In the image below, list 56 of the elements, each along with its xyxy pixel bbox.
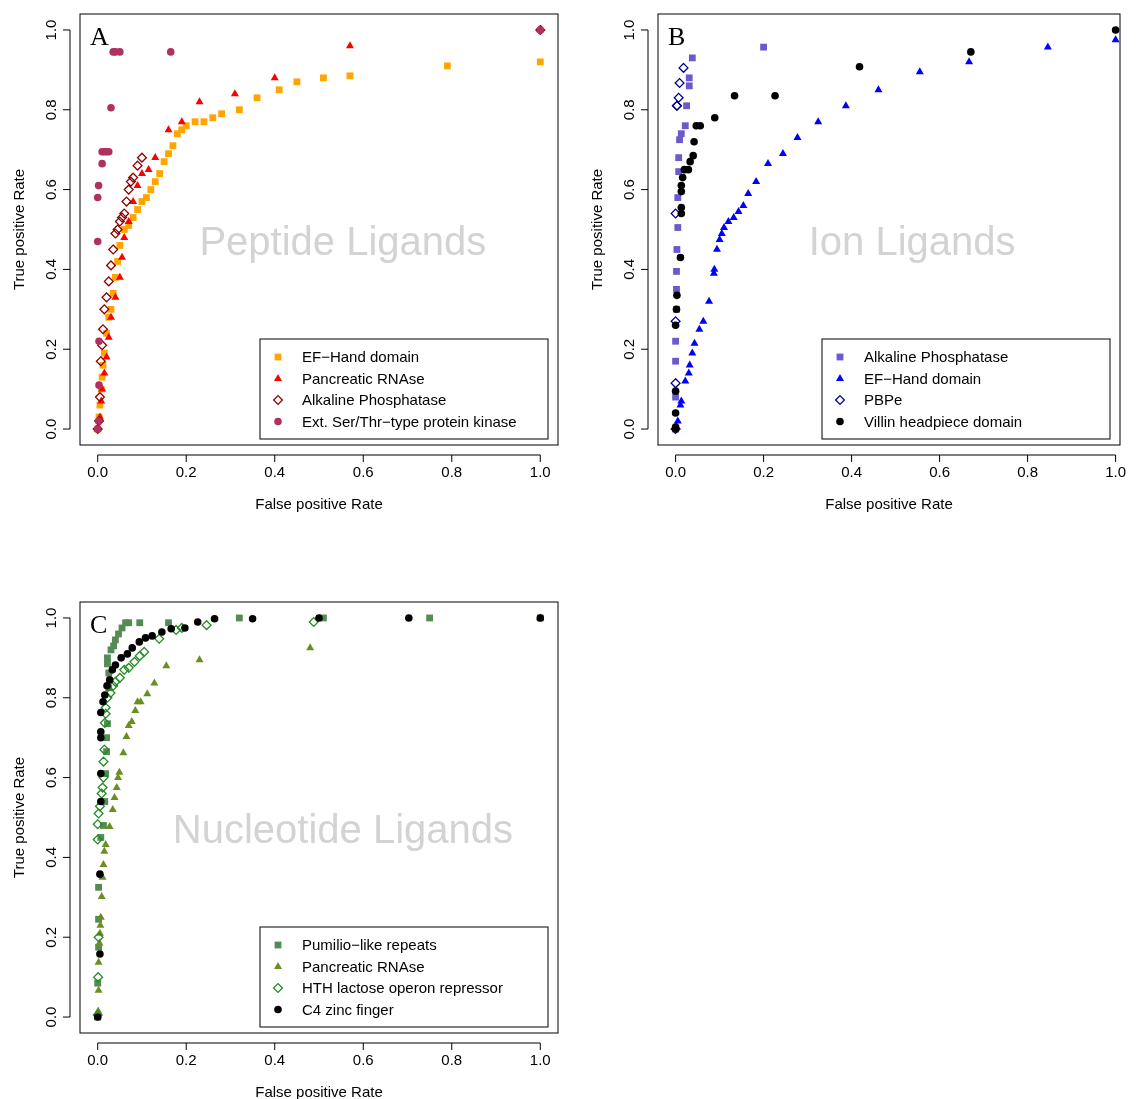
y-tick-label: 1.0: [42, 607, 59, 629]
legend-label: Pancreatic RNAse: [302, 957, 425, 975]
x-tick-label: 0.6: [352, 463, 374, 480]
legend-label: Villin headpiece domain: [864, 412, 1023, 430]
y-tick-label: 0.4: [620, 258, 637, 280]
x-tick-label: 0.2: [175, 463, 197, 480]
x-axis-title: False positive Rate: [255, 495, 383, 512]
x-tick-label: 1.0: [1105, 463, 1127, 480]
y-tick-label: 0.6: [42, 767, 59, 789]
y-tick-label: 0.2: [620, 338, 637, 360]
x-tick-label: 0.8: [441, 463, 463, 480]
y-tick-label: 1.0: [620, 19, 637, 41]
x-tick-label: 0.6: [929, 463, 951, 480]
y-tick-label: 1.0: [42, 19, 59, 41]
y-tick-label: 0.0: [42, 418, 59, 440]
y-tick-label: 0.2: [42, 926, 59, 948]
x-tick-label: 0.6: [352, 1051, 374, 1068]
y-axis-title: True positive Rate: [10, 168, 27, 291]
y-tick-label: 0.0: [620, 418, 637, 440]
legend-label: C4 zinc finger: [302, 1000, 394, 1018]
legend-label: Pumilio−like repeats: [302, 936, 437, 953]
x-tick-label: 0.8: [1017, 463, 1039, 480]
chart-title: C: [90, 610, 108, 639]
x-tick-label: 0.4: [841, 463, 863, 480]
legend-label: Pancreatic RNAse: [302, 369, 425, 387]
legend-label: Alkaline Phosphatase: [302, 391, 447, 408]
chart-title: B: [668, 22, 686, 51]
x-tick-label: 0.4: [264, 463, 286, 480]
legend-label: HTH lactose operon repressor: [302, 979, 503, 996]
y-tick-label: 0.4: [42, 846, 59, 868]
legend-label: Ext. Ser/Thr−type protein kinase: [302, 412, 517, 430]
legend-label: Alkaline Phosphatase: [864, 348, 1009, 365]
y-tick-label: 0.8: [42, 687, 59, 709]
y-axis-title: True positive Rate: [588, 168, 605, 291]
y-tick-label: 0.0: [42, 1006, 59, 1028]
chart-title: A: [90, 22, 109, 51]
y-axis-title: True positive Rate: [10, 756, 27, 879]
y-tick-label: 0.8: [620, 99, 637, 121]
x-tick-label: 0.2: [753, 463, 775, 480]
x-tick-label: 1.0: [529, 463, 551, 480]
x-tick-label: 1.0: [529, 1051, 551, 1068]
y-tick-label: 0.4: [42, 258, 59, 280]
x-tick-label: 0.0: [87, 463, 109, 480]
legend-label: EF−Hand domain: [302, 348, 420, 365]
x-tick-label: 0.0: [665, 463, 687, 480]
x-axis-title: False positive Rate: [825, 495, 953, 512]
y-tick-label: 0.6: [42, 179, 59, 201]
x-tick-label: 0.0: [87, 1051, 109, 1068]
y-tick-label: 0.6: [620, 179, 637, 201]
x-tick-label: 0.2: [175, 1051, 197, 1068]
legend-label: PBPe: [864, 391, 903, 408]
x-tick-label: 0.4: [264, 1051, 286, 1068]
x-tick-label: 0.8: [441, 1051, 463, 1068]
y-tick-label: 0.8: [42, 99, 59, 121]
y-tick-label: 0.2: [42, 338, 59, 360]
legend-label: EF−Hand domain: [864, 369, 982, 387]
